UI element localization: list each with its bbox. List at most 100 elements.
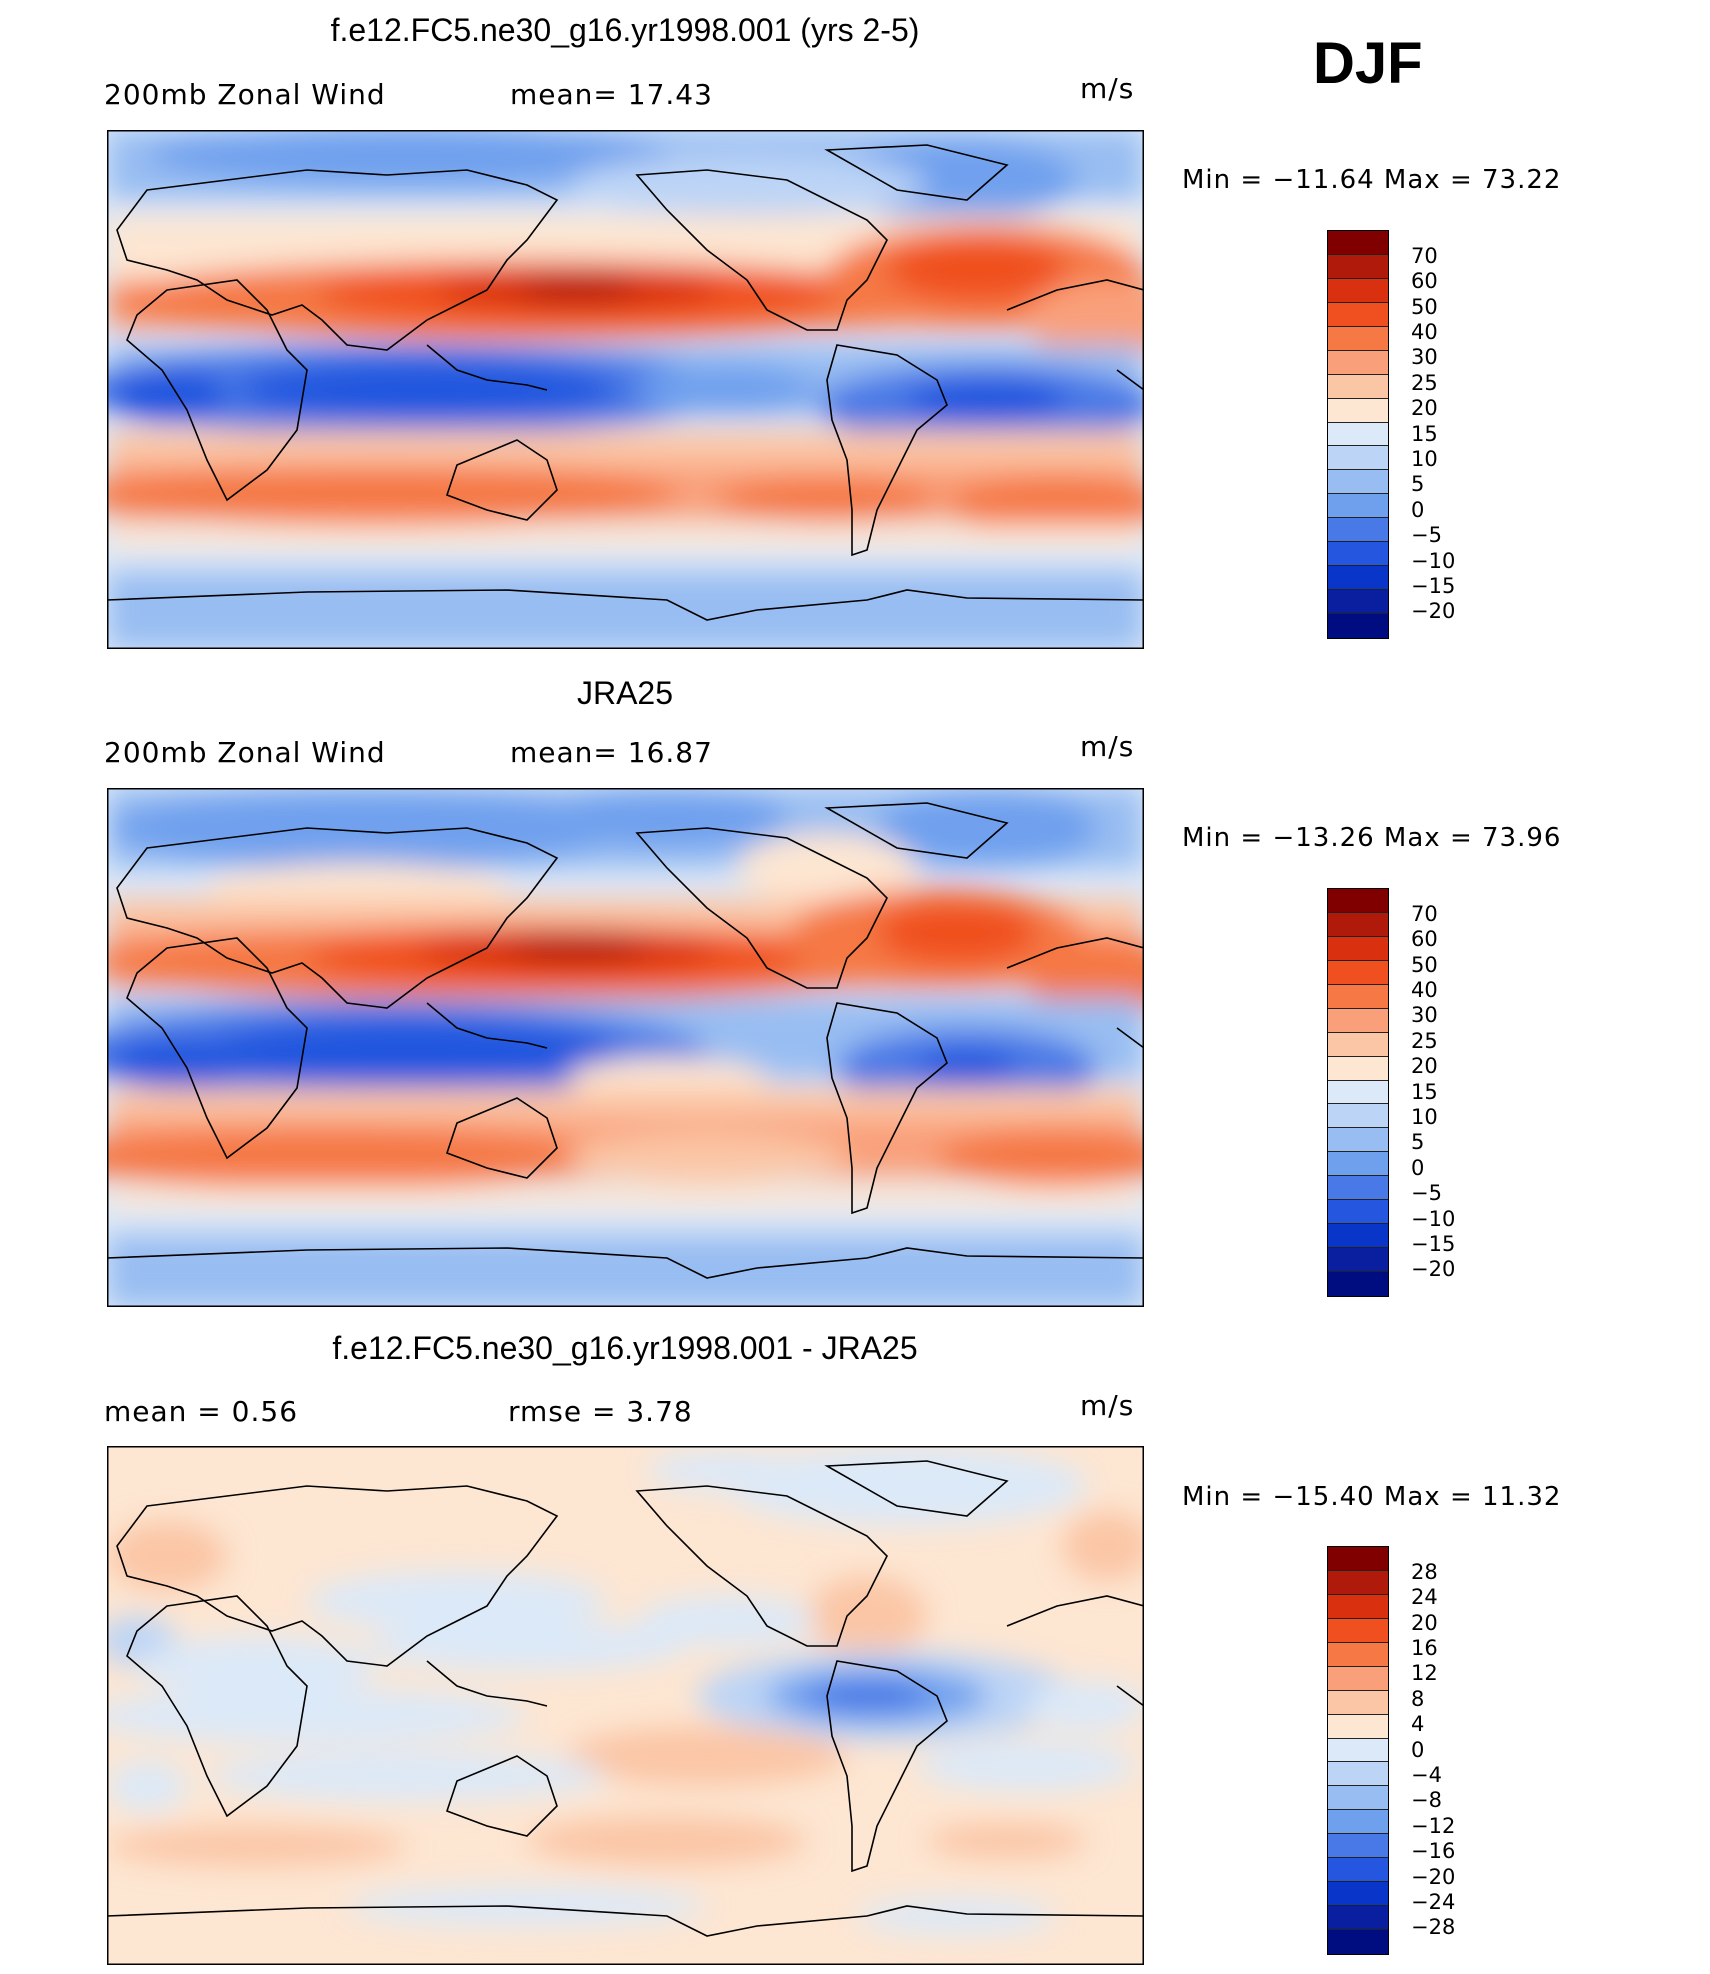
colorbar-swatch <box>1328 889 1388 913</box>
colorbar-swatch <box>1328 302 1388 327</box>
cbar-3-tick: 4 <box>1411 1712 1425 1736</box>
panel-1-colorbar <box>1327 230 1389 639</box>
colorbar-swatch <box>1328 350 1388 375</box>
panel-1-min-max: Min = −11.64 Max = 73.22 <box>1182 165 1562 195</box>
cbar-2-tick: 15 <box>1411 1080 1438 1104</box>
panel-2-min-max: Min = −13.26 Max = 73.96 <box>1182 823 1562 853</box>
cbar-2-tick: 5 <box>1411 1130 1425 1154</box>
panel-1-mean-label: mean= 17.43 <box>510 78 713 111</box>
colorbar-swatch <box>1328 1618 1388 1643</box>
cbar-3-tick: −28 <box>1411 1915 1456 1939</box>
colorbar-swatch <box>1328 1738 1388 1763</box>
colorbar-swatch <box>1328 1008 1388 1033</box>
cbar-2-tick: −15 <box>1411 1232 1456 1256</box>
cbar-1-tick: 40 <box>1411 320 1438 344</box>
colorbar-swatch <box>1328 1810 1388 1835</box>
colorbar-swatch <box>1328 590 1388 614</box>
colorbar-swatch <box>1328 326 1388 351</box>
colorbar-swatch <box>1328 1930 1388 1954</box>
cbar-3-tick: −12 <box>1411 1814 1456 1838</box>
colorbar-swatch <box>1328 566 1388 591</box>
cbar-1-tick: 20 <box>1411 396 1438 420</box>
panel-2-mean-label: mean= 16.87 <box>510 736 713 769</box>
cbar-1-tick: 60 <box>1411 269 1438 293</box>
colorbar-swatch <box>1328 518 1388 543</box>
cbar-1-tick: −5 <box>1411 523 1442 547</box>
panel-3-colorbar <box>1327 1546 1389 1955</box>
colorbar-swatch <box>1328 446 1388 471</box>
cbar-3-tick: −24 <box>1411 1890 1456 1914</box>
colorbar-swatch <box>1328 1642 1388 1667</box>
colorbar-swatch <box>1328 1570 1388 1595</box>
colorbar-swatch <box>1328 1032 1388 1057</box>
colorbar-swatch <box>1328 1224 1388 1249</box>
cbar-3-tick: −20 <box>1411 1865 1456 1889</box>
colorbar-swatch <box>1328 1762 1388 1787</box>
colorbar-swatch <box>1328 1056 1388 1081</box>
colorbar-swatch <box>1328 1272 1388 1296</box>
cbar-3-tick: 20 <box>1411 1611 1438 1635</box>
cbar-3-tick: −8 <box>1411 1788 1442 1812</box>
cbar-2-tick: 50 <box>1411 953 1438 977</box>
cbar-1-tick: −20 <box>1411 599 1456 623</box>
panel-3-min-max: Min = −15.40 Max = 11.32 <box>1182 1482 1562 1512</box>
cbar-2-tick: −10 <box>1411 1207 1456 1231</box>
panel-2-title: JRA25 <box>576 675 674 711</box>
cbar-2-tick: −20 <box>1411 1257 1456 1281</box>
cbar-1-tick: 25 <box>1411 371 1438 395</box>
cbar-2-tick: 20 <box>1411 1054 1438 1078</box>
colorbar-swatch <box>1328 1906 1388 1930</box>
cbar-2-tick: 30 <box>1411 1003 1438 1027</box>
panel-3-units-label: m/s <box>1080 1389 1135 1422</box>
panel-2-variable-label: 200mb Zonal Wind <box>104 736 386 769</box>
colorbar-swatch <box>1328 1152 1388 1177</box>
cbar-1-tick: 50 <box>1411 295 1438 319</box>
cbar-2-tick: 70 <box>1411 902 1438 926</box>
panel-2-map <box>107 788 1144 1307</box>
cbar-1-tick: −10 <box>1411 549 1456 573</box>
cbar-1-tick: 5 <box>1411 472 1425 496</box>
cbar-1-tick: 10 <box>1411 447 1438 471</box>
colorbar-swatch <box>1328 1080 1388 1105</box>
panel-1-variable-label: 200mb Zonal Wind <box>104 78 386 111</box>
cbar-3-tick: 8 <box>1411 1687 1425 1711</box>
colorbar-swatch <box>1328 1666 1388 1691</box>
cbar-2-tick: 0 <box>1411 1156 1425 1180</box>
cbar-2-tick: 40 <box>1411 978 1438 1002</box>
colorbar-swatch <box>1328 398 1388 423</box>
cbar-3-tick: 0 <box>1411 1738 1425 1762</box>
colorbar-swatch <box>1328 422 1388 447</box>
colorbar-swatch <box>1328 1547 1388 1571</box>
colorbar-swatch <box>1328 1104 1388 1129</box>
colorbar-swatch <box>1328 960 1388 985</box>
panel-3-map <box>107 1446 1144 1965</box>
cbar-2-tick: 10 <box>1411 1105 1438 1129</box>
colorbar-swatch <box>1328 470 1388 495</box>
cbar-1-tick: 70 <box>1411 244 1438 268</box>
colorbar-swatch <box>1328 1128 1388 1153</box>
cbar-2-tick: 25 <box>1411 1029 1438 1053</box>
colorbar-swatch <box>1328 494 1388 519</box>
cbar-1-tick: 15 <box>1411 422 1438 446</box>
cbar-3-tick: 16 <box>1411 1636 1438 1660</box>
colorbar-swatch <box>1328 1248 1388 1272</box>
panel-3-mean-label: mean = 0.56 <box>104 1395 299 1428</box>
colorbar-swatch <box>1328 1882 1388 1907</box>
colorbar-swatch <box>1328 1786 1388 1811</box>
colorbar-swatch <box>1328 1714 1388 1739</box>
colorbar-swatch <box>1328 542 1388 567</box>
cbar-2-tick: −5 <box>1411 1181 1442 1205</box>
colorbar-swatch <box>1328 984 1388 1009</box>
cbar-3-tick: −4 <box>1411 1763 1442 1787</box>
colorbar-swatch <box>1328 374 1388 399</box>
panel-3-title: f.e12.FC5.ne30_g16.yr1998.001 - JRA25 <box>332 1330 918 1366</box>
cbar-3-tick: −16 <box>1411 1839 1456 1863</box>
season-label: DJF <box>1313 31 1423 96</box>
colorbar-swatch <box>1328 1200 1388 1225</box>
colorbar-swatch <box>1328 231 1388 255</box>
panel-1-units-label: m/s <box>1080 72 1135 105</box>
colorbar-swatch <box>1328 912 1388 937</box>
cbar-2-tick: 60 <box>1411 927 1438 951</box>
colorbar-swatch <box>1328 1176 1388 1201</box>
panel-2-colorbar <box>1327 888 1389 1297</box>
